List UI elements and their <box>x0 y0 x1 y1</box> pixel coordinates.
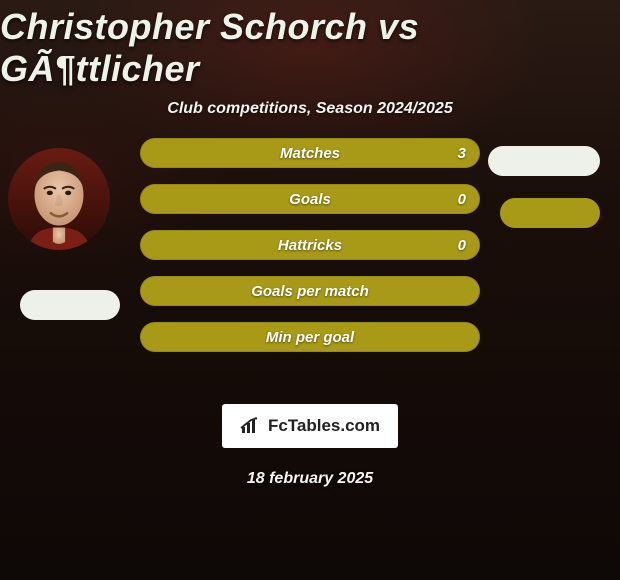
stat-label: Goals <box>289 191 331 208</box>
stat-label: Hattricks <box>278 237 342 254</box>
brand-badge: FcTables.com <box>222 404 398 448</box>
avatar-placeholder-icon <box>8 148 110 250</box>
stat-value-right: 0 <box>458 237 466 254</box>
stat-bars: Matches 3 Goals 0 Hattricks 0 Goals per … <box>140 138 480 352</box>
report-date: 18 february 2025 <box>247 470 373 488</box>
stat-bar-min-per-goal: Min per goal <box>140 322 480 352</box>
infographic-root: Christopher Schorch vs GÃ¶ttlicher Club … <box>0 0 620 580</box>
page-subtitle: Club competitions, Season 2024/2025 <box>167 100 452 118</box>
brand-text: FcTables.com <box>268 416 380 436</box>
player-right-name-pill <box>488 146 600 176</box>
stat-bar-goals-per-match: Goals per match <box>140 276 480 306</box>
stat-label: Goals per match <box>251 283 369 300</box>
stat-value-right: 0 <box>458 191 466 208</box>
stat-label: Min per goal <box>266 329 354 346</box>
stat-label: Matches <box>280 145 340 162</box>
stat-bar-hattricks: Hattricks 0 <box>140 230 480 260</box>
comparison-arena: Matches 3 Goals 0 Hattricks 0 Goals per … <box>0 146 620 386</box>
stat-bar-goals: Goals 0 <box>140 184 480 214</box>
stat-bar-matches: Matches 3 <box>140 138 480 168</box>
player-right-secondary-pill <box>500 198 600 228</box>
stat-value-right: 3 <box>458 145 466 162</box>
bar-chart-icon <box>240 417 262 435</box>
player-left-name-pill <box>20 290 120 320</box>
player-left-avatar <box>8 148 110 250</box>
page-title: Christopher Schorch vs GÃ¶ttlicher <box>0 6 620 90</box>
